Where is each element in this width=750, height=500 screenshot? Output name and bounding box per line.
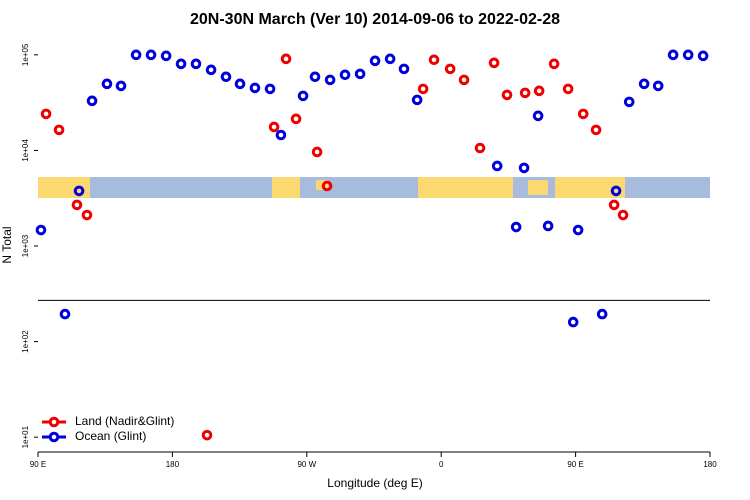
point bbox=[491, 160, 503, 172]
point bbox=[428, 54, 440, 66]
point bbox=[280, 53, 292, 65]
point bbox=[608, 199, 620, 211]
point bbox=[501, 89, 513, 101]
map-strip bbox=[38, 177, 710, 198]
point bbox=[40, 108, 52, 120]
point bbox=[444, 63, 456, 75]
point bbox=[567, 316, 579, 328]
point bbox=[697, 50, 709, 62]
point bbox=[510, 221, 522, 233]
x-tick-label: 90 E bbox=[30, 460, 46, 469]
point bbox=[205, 64, 217, 76]
x-axis-label: Longitude (deg E) bbox=[327, 476, 422, 490]
legend-marker bbox=[48, 431, 60, 443]
point bbox=[572, 224, 584, 236]
point bbox=[617, 209, 629, 221]
x-tick-label: 90 E bbox=[567, 460, 583, 469]
point bbox=[309, 71, 321, 83]
point bbox=[53, 124, 65, 136]
point bbox=[411, 94, 423, 106]
y-tick-label: 1e+03 bbox=[21, 234, 30, 257]
x-tick-label: 90 W bbox=[297, 460, 316, 469]
point bbox=[533, 85, 545, 97]
point bbox=[234, 78, 246, 90]
point bbox=[160, 50, 172, 62]
point bbox=[297, 90, 309, 102]
x-tick-label: 0 bbox=[439, 460, 444, 469]
point bbox=[115, 80, 127, 92]
point bbox=[417, 83, 429, 95]
x-tick-label: 180 bbox=[703, 460, 717, 469]
point bbox=[518, 162, 530, 174]
point bbox=[369, 55, 381, 67]
point bbox=[324, 74, 336, 86]
point bbox=[339, 69, 351, 81]
point bbox=[667, 49, 679, 61]
y-tick-label: 1e+04 bbox=[21, 139, 30, 162]
point bbox=[682, 49, 694, 61]
point bbox=[652, 80, 664, 92]
point bbox=[384, 53, 396, 65]
point bbox=[190, 58, 202, 70]
point bbox=[398, 63, 410, 75]
point bbox=[590, 124, 602, 136]
legend-label: Ocean (Glint) bbox=[75, 429, 146, 443]
point bbox=[86, 95, 98, 107]
point bbox=[71, 199, 83, 211]
point bbox=[562, 83, 574, 95]
point bbox=[474, 142, 486, 154]
point bbox=[458, 74, 470, 86]
point bbox=[519, 87, 531, 99]
y-tick-label: 1e+05 bbox=[21, 43, 30, 66]
chart-title: 20N-30N March (Ver 10) 2014-09-06 to 202… bbox=[190, 11, 560, 28]
point bbox=[488, 57, 500, 69]
point bbox=[249, 82, 261, 94]
point bbox=[275, 129, 287, 141]
point bbox=[101, 78, 113, 90]
y-tick-label: 1e+02 bbox=[21, 330, 30, 353]
point bbox=[73, 185, 85, 197]
point bbox=[175, 58, 187, 70]
point bbox=[623, 96, 635, 108]
point bbox=[81, 209, 93, 221]
y-axis-label: N Total bbox=[0, 226, 14, 263]
point bbox=[542, 220, 554, 232]
y-tick-label: 1e+01 bbox=[21, 425, 30, 448]
point bbox=[220, 71, 232, 83]
point bbox=[354, 68, 366, 80]
point bbox=[610, 185, 622, 197]
point bbox=[201, 429, 213, 441]
point bbox=[311, 146, 323, 158]
point bbox=[130, 49, 142, 61]
legend-label: Land (Nadir&Glint) bbox=[75, 414, 174, 428]
point bbox=[321, 180, 333, 192]
point bbox=[596, 308, 608, 320]
point bbox=[577, 108, 589, 120]
legend-marker bbox=[48, 416, 60, 428]
point bbox=[35, 224, 47, 236]
x-tick-label: 180 bbox=[166, 460, 180, 469]
point bbox=[548, 58, 560, 70]
point bbox=[264, 83, 276, 95]
point bbox=[268, 121, 280, 133]
point bbox=[145, 49, 157, 61]
point bbox=[290, 113, 302, 125]
point bbox=[59, 308, 71, 320]
point bbox=[638, 78, 650, 90]
point bbox=[532, 110, 544, 122]
